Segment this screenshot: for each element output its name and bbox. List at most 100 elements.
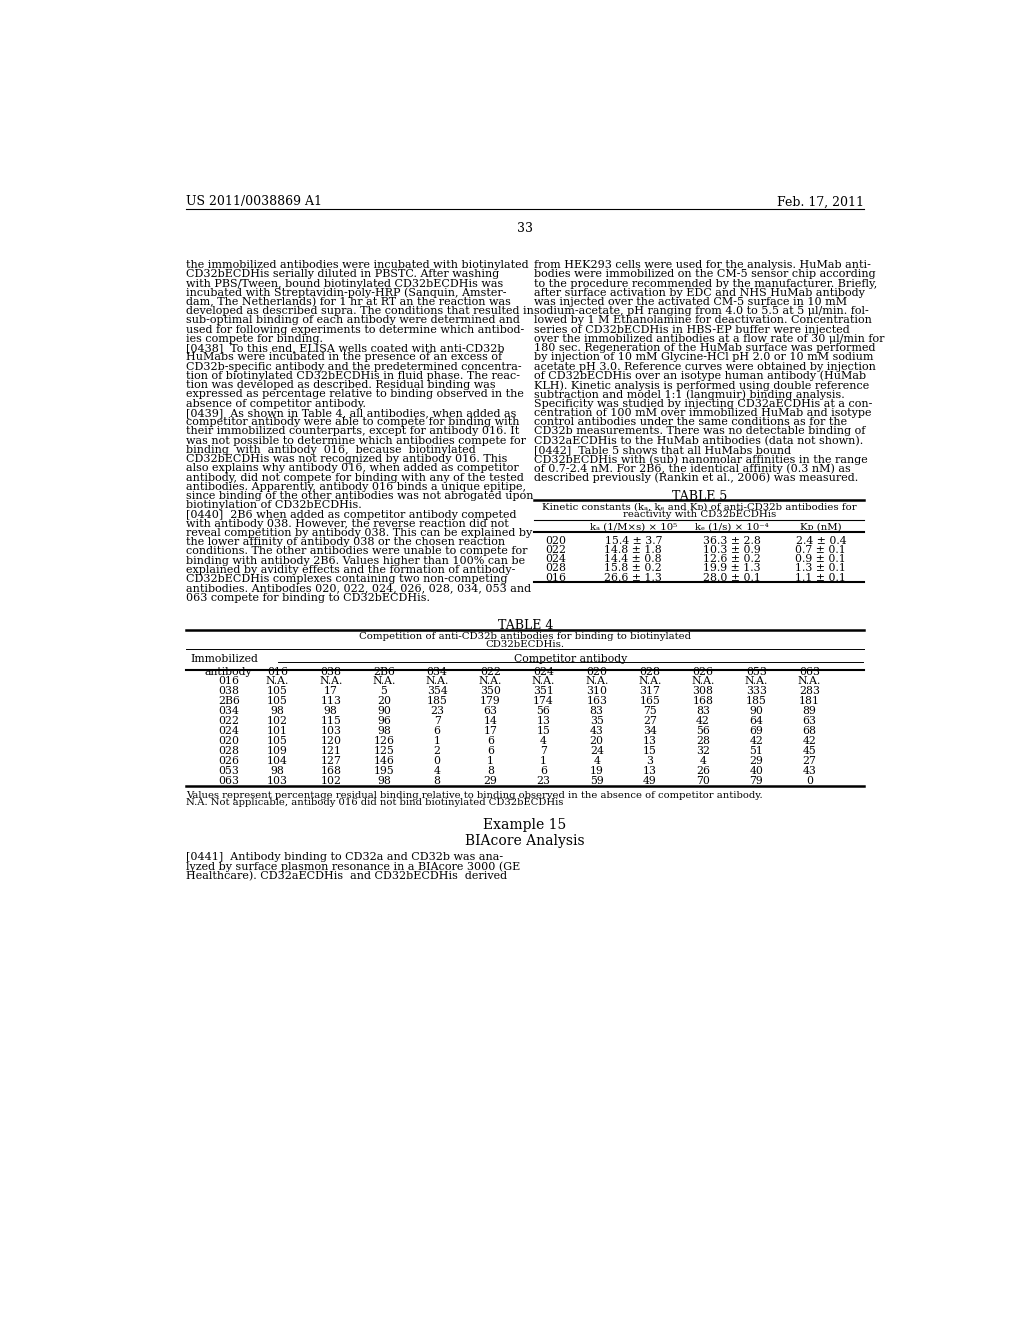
- Text: 0: 0: [806, 776, 813, 785]
- Text: N.A.: N.A.: [478, 676, 502, 686]
- Text: 26: 26: [696, 766, 710, 776]
- Text: CD32bECDHis.: CD32bECDHis.: [485, 640, 565, 648]
- Text: 063: 063: [218, 776, 240, 785]
- Text: 1: 1: [433, 737, 440, 746]
- Text: 310: 310: [586, 686, 607, 696]
- Text: 020: 020: [586, 667, 607, 677]
- Text: Immobilized: Immobilized: [190, 653, 258, 664]
- Text: 17: 17: [324, 686, 338, 696]
- Text: 27: 27: [643, 715, 656, 726]
- Text: 028: 028: [639, 667, 660, 677]
- Text: 13: 13: [643, 737, 657, 746]
- Text: 020: 020: [218, 737, 240, 746]
- Text: 126: 126: [374, 737, 394, 746]
- Text: 10.3 ± 0.9: 10.3 ± 0.9: [702, 545, 761, 554]
- Text: binding  with  antibody  016,  because  biotinylated: binding with antibody 016, because bioti…: [186, 445, 476, 455]
- Text: 45: 45: [803, 746, 816, 756]
- Text: 3: 3: [646, 756, 653, 766]
- Text: 181: 181: [799, 696, 820, 706]
- Text: 101: 101: [267, 726, 288, 735]
- Text: 69: 69: [750, 726, 763, 735]
- Text: 83: 83: [590, 706, 604, 715]
- Text: 2: 2: [433, 746, 440, 756]
- Text: 6: 6: [486, 737, 494, 746]
- Text: 42: 42: [803, 737, 816, 746]
- Text: Competitor antibody: Competitor antibody: [513, 653, 627, 664]
- Text: 90: 90: [377, 706, 391, 715]
- Text: 102: 102: [321, 776, 341, 785]
- Text: was injected over the activated CM-5 surface in 10 mM: was injected over the activated CM-5 sur…: [535, 297, 847, 308]
- Text: 053: 053: [218, 766, 240, 776]
- Text: 15: 15: [643, 746, 656, 756]
- Text: 98: 98: [377, 776, 391, 785]
- Text: 103: 103: [321, 726, 341, 735]
- Text: 12.6 ± 0.2: 12.6 ± 0.2: [702, 554, 761, 564]
- Text: the lower affinity of antibody 038 or the chosen reaction: the lower affinity of antibody 038 or th…: [186, 537, 505, 548]
- Text: developed as described supra. The conditions that resulted in: developed as described supra. The condit…: [186, 306, 534, 317]
- Text: 0: 0: [433, 756, 440, 766]
- Text: 29: 29: [483, 776, 498, 785]
- Text: 56: 56: [537, 706, 551, 715]
- Text: conditions. The other antibodies were unable to compete for: conditions. The other antibodies were un…: [186, 546, 527, 557]
- Text: 0.9 ± 0.1: 0.9 ± 0.1: [796, 554, 846, 564]
- Text: 56: 56: [696, 726, 710, 735]
- Text: 83: 83: [696, 706, 710, 715]
- Text: [0438]  To this end, ELISA wells coated with anti-CD32b: [0438] To this end, ELISA wells coated w…: [186, 343, 505, 354]
- Text: N.A.: N.A.: [585, 676, 608, 686]
- Text: binding with antibody 2B6. Values higher than 100% can be: binding with antibody 2B6. Values higher…: [186, 556, 525, 566]
- Text: used for following experiments to determine which antibod-: used for following experiments to determ…: [186, 325, 524, 335]
- Text: 121: 121: [321, 746, 341, 756]
- Text: 63: 63: [803, 715, 816, 726]
- Text: 35: 35: [590, 715, 604, 726]
- Text: Example 15: Example 15: [483, 818, 566, 833]
- Text: 109: 109: [267, 746, 288, 756]
- Text: CD32bECDHis was not recognized by antibody 016. This: CD32bECDHis was not recognized by antibo…: [186, 454, 508, 465]
- Text: 98: 98: [270, 766, 285, 776]
- Text: tion of biotinylated CD32bECDHis in fluid phase. The reac-: tion of biotinylated CD32bECDHis in flui…: [186, 371, 520, 381]
- Text: TABLE 5: TABLE 5: [672, 490, 727, 503]
- Text: 98: 98: [377, 726, 391, 735]
- Text: 125: 125: [374, 746, 394, 756]
- Text: US 2011/0038869 A1: US 2011/0038869 A1: [186, 195, 323, 209]
- Text: 1: 1: [486, 756, 494, 766]
- Text: 063: 063: [799, 667, 820, 677]
- Text: TABLE 4: TABLE 4: [498, 619, 553, 632]
- Text: 63: 63: [483, 706, 498, 715]
- Text: 2.4 ± 0.4: 2.4 ± 0.4: [796, 536, 846, 545]
- Text: N.A. Not applicable, antibody 016 did not bind biotinylated CD32bECDHis: N.A. Not applicable, antibody 016 did no…: [186, 799, 563, 808]
- Text: antibody: antibody: [205, 667, 253, 677]
- Text: 185: 185: [745, 696, 767, 706]
- Text: Kᴅ (nM): Kᴅ (nM): [800, 523, 842, 532]
- Text: 79: 79: [750, 776, 763, 785]
- Text: 028: 028: [218, 746, 240, 756]
- Text: Feb. 17, 2011: Feb. 17, 2011: [777, 195, 864, 209]
- Text: reactivity with CD32bECDHis: reactivity with CD32bECDHis: [623, 511, 776, 519]
- Text: 27: 27: [803, 756, 816, 766]
- Text: 6: 6: [540, 766, 547, 776]
- Text: with PBS/Tween, bound biotinylated CD32bECDHis was: with PBS/Tween, bound biotinylated CD32b…: [186, 279, 504, 289]
- Text: KLH). Kinetic analysis is performed using double reference: KLH). Kinetic analysis is performed usin…: [535, 380, 869, 391]
- Text: 024: 024: [546, 554, 566, 564]
- Text: 1: 1: [540, 756, 547, 766]
- Text: 42: 42: [696, 715, 710, 726]
- Text: 174: 174: [534, 696, 554, 706]
- Text: 179: 179: [480, 696, 501, 706]
- Text: series of CD32bECDHis in HBS-EP buffer were injected: series of CD32bECDHis in HBS-EP buffer w…: [535, 325, 850, 335]
- Text: expressed as percentage relative to binding observed in the: expressed as percentage relative to bind…: [186, 389, 524, 400]
- Text: 038: 038: [218, 686, 240, 696]
- Text: 053: 053: [745, 667, 767, 677]
- Text: [0442]  Table 5 shows that all HuMabs bound: [0442] Table 5 shows that all HuMabs bou…: [535, 445, 792, 455]
- Text: 180 sec. Regeneration of the HuMab surface was performed: 180 sec. Regeneration of the HuMab surfa…: [535, 343, 876, 354]
- Text: 28.0 ± 0.1: 28.0 ± 0.1: [702, 573, 761, 582]
- Text: 102: 102: [267, 715, 288, 726]
- Text: from HEK293 cells were used for the analysis. HuMab anti-: from HEK293 cells were used for the anal…: [535, 260, 871, 271]
- Text: explained by avidity effects and the formation of antibody-: explained by avidity effects and the for…: [186, 565, 515, 576]
- Text: 29: 29: [750, 756, 763, 766]
- Text: 15: 15: [537, 726, 551, 735]
- Text: 33: 33: [517, 222, 532, 235]
- Text: absence of competitor antibody.: absence of competitor antibody.: [186, 399, 367, 409]
- Text: 127: 127: [321, 756, 341, 766]
- Text: 016: 016: [218, 676, 240, 686]
- Text: 8: 8: [486, 766, 494, 776]
- Text: was not possible to determine which antibodies compete for: was not possible to determine which anti…: [186, 436, 526, 446]
